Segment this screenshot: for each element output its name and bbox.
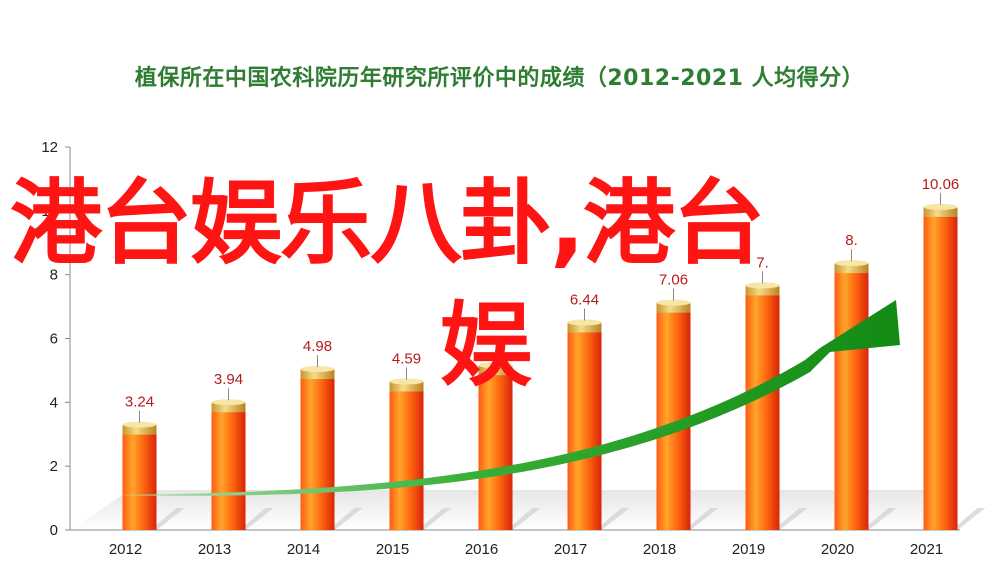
bar <box>300 377 335 530</box>
x-tick-label: 2018 <box>643 541 676 558</box>
bar-cap-top <box>567 319 602 326</box>
x-tick-label: 2020 <box>821 541 854 558</box>
overlay-watermark-text: 港台娱乐八卦,港台 <box>10 170 765 277</box>
bar-shadow <box>684 508 719 530</box>
bar <box>211 410 246 530</box>
bar-cap <box>656 302 691 313</box>
bar-cap-top <box>478 362 513 369</box>
bar-shadow <box>239 508 274 530</box>
bar-cap-top <box>834 260 869 267</box>
bar-cap-top <box>745 282 780 289</box>
bar-cap <box>745 285 780 296</box>
x-tick-label: 2016 <box>465 541 498 558</box>
x-tick-label: 2017 <box>554 541 587 558</box>
bar-cap-top <box>923 203 958 210</box>
bar <box>923 214 958 530</box>
x-tick-label: 2014 <box>287 541 320 558</box>
bar-cap-top <box>300 366 335 373</box>
bar-shadow <box>150 508 185 530</box>
bar <box>389 389 424 530</box>
bar-shadow <box>862 508 897 530</box>
x-tick-label: 2021 <box>910 541 943 558</box>
bar-cap <box>478 365 513 376</box>
y-tick-label: 2 <box>50 458 58 475</box>
overlay-watermark-text-2: 娱 <box>440 292 533 399</box>
bar <box>478 373 513 530</box>
bar-cap <box>122 424 157 435</box>
bar <box>567 330 602 530</box>
value-label: 10.06 <box>922 176 960 193</box>
value-label: 8. <box>845 232 858 249</box>
bar-shadow <box>328 508 363 530</box>
bar-cap-top <box>122 421 157 428</box>
bar-shadow <box>951 508 986 530</box>
value-label: 4.59 <box>392 351 421 368</box>
bar <box>745 293 780 530</box>
chart-title: 植保所在中国农科院历年研究所评价中的成绩（2012-2021 人均得分） <box>134 66 865 91</box>
y-tick-label: 0 <box>50 522 58 539</box>
bar-cap <box>389 381 424 392</box>
x-tick-label: 2013 <box>198 541 231 558</box>
x-tick-label: 2019 <box>732 541 765 558</box>
value-label: 7. <box>756 254 769 271</box>
value-label: 7.06 <box>659 272 688 289</box>
bar-cap-top <box>656 299 691 306</box>
value-label: 4.98 <box>303 338 332 355</box>
bar-cap <box>923 206 958 217</box>
y-tick-label: 12 <box>41 139 58 156</box>
x-tick-label: 2015 <box>376 541 409 558</box>
bar-cap-top <box>211 399 246 406</box>
bar-shadow <box>595 508 630 530</box>
trend-arrow <box>115 300 900 496</box>
y-tick-label: 6 <box>50 331 58 348</box>
bar <box>834 271 869 530</box>
value-label: 3.94 <box>214 371 243 388</box>
y-tick-label: 10 <box>41 203 58 220</box>
bar-shadow <box>773 508 808 530</box>
value-label: 6.44 <box>570 291 599 308</box>
bar-cap <box>834 263 869 274</box>
value-label: 3.24 <box>125 394 154 411</box>
bar-shadow <box>506 508 541 530</box>
bar-shadow <box>417 508 452 530</box>
bar-cap <box>567 322 602 333</box>
bar-cap <box>211 402 246 413</box>
x-tick-label: 2012 <box>109 541 142 558</box>
bar-cap-top <box>389 378 424 385</box>
y-tick-label: 8 <box>50 267 58 284</box>
bar <box>122 432 157 530</box>
y-tick-label: 4 <box>50 394 58 411</box>
bar-cap <box>300 369 335 380</box>
